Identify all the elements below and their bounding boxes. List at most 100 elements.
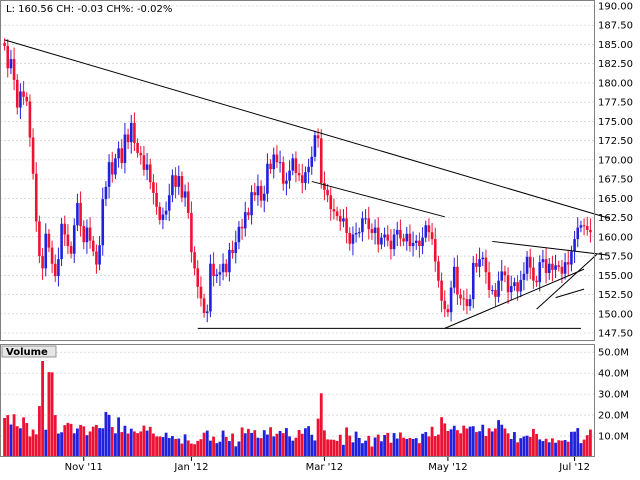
price-bar-body [570, 251, 573, 265]
volume-bar [551, 438, 554, 457]
volume-bar [104, 411, 108, 457]
volume-bar [418, 443, 421, 457]
price-bar-body [3, 42, 6, 47]
volume-bar [538, 439, 542, 457]
volume-bar [547, 442, 551, 457]
volume-bar [224, 436, 228, 457]
volume-bar [19, 428, 22, 457]
price-bar-body [399, 229, 402, 239]
price-tick-label: 177.50 [598, 98, 633, 109]
price-bar-body [421, 237, 424, 247]
price-bar-body [551, 263, 554, 270]
volume-bar [199, 439, 203, 457]
price-bar-body [174, 175, 177, 187]
volume-bar [462, 425, 466, 457]
price-bar-body [300, 175, 304, 183]
volume-bar [468, 426, 472, 457]
price-bar-body [566, 262, 570, 265]
price-bar-body [41, 256, 44, 269]
price-tick-label: 185.00 [598, 40, 633, 51]
volume-bar [338, 434, 342, 457]
volume-bar [519, 438, 523, 457]
price-bar-body [557, 265, 561, 267]
price-bar-body [120, 148, 124, 163]
volume-bar [79, 424, 82, 457]
price-bar-body [291, 158, 295, 171]
price-bar-body [449, 287, 453, 313]
price-bar-body [560, 266, 564, 274]
price-bar-body [376, 227, 380, 245]
volume-bar [6, 415, 10, 457]
price-bar-body [490, 289, 494, 291]
volume-bar [72, 433, 76, 457]
volume-bar [300, 433, 304, 457]
volume-bar [247, 428, 250, 457]
volume-bar [471, 426, 475, 457]
price-bar-body [364, 218, 367, 220]
price-bar-body [481, 257, 485, 260]
volume-bar [465, 428, 469, 457]
volume-bar [47, 372, 51, 457]
price-bar-body [338, 216, 342, 222]
volume-bar [101, 428, 105, 457]
price-bar-body [139, 152, 143, 156]
price-bar-body [433, 239, 437, 262]
volume-bar [193, 444, 196, 457]
volume-bar [98, 428, 101, 457]
price-bar-body [38, 221, 41, 257]
price-bar-body [519, 279, 523, 292]
volume-bar [155, 436, 158, 457]
price-bar-body [76, 202, 79, 226]
volume-bar [304, 428, 307, 457]
volume-bar [399, 432, 402, 457]
volume-bar [497, 420, 500, 457]
volume-bar [544, 438, 548, 457]
price-tick-label: 190.00 [598, 2, 633, 13]
volume-bar [139, 431, 143, 457]
volume-bar [133, 431, 136, 457]
volume-bar [250, 432, 253, 457]
volume-bar [541, 441, 545, 457]
price-bar-body [357, 232, 361, 234]
price-bar-body [234, 242, 238, 253]
volume-bar [171, 436, 174, 457]
x-axis: Nov '11 Jan '12 Mar '12 May '12 Jul '12 [65, 457, 590, 473]
volume-bar [63, 425, 67, 457]
price-bar-body [323, 182, 326, 190]
volume-bar [85, 435, 89, 457]
x-tick-label: May '12 [428, 462, 467, 473]
price-tick-label: 150.00 [598, 309, 633, 320]
price-bar-body [392, 234, 396, 250]
volume-tick-label: 40.0M [598, 369, 629, 380]
volume-bar [95, 424, 98, 457]
price-bar-body [386, 234, 390, 241]
price-bar-body [452, 266, 456, 288]
price-tick-label: 152.50 [598, 290, 633, 301]
price-bar-body [114, 158, 117, 175]
price-bar-body [589, 229, 592, 233]
volume-bar [190, 443, 193, 457]
price-bar-body [459, 294, 462, 299]
price-bar-body [19, 91, 22, 108]
price-bar-body [66, 234, 70, 247]
price-bar-body [228, 249, 231, 273]
volume-bar [310, 434, 314, 457]
price-bar-body [411, 242, 415, 247]
price-bar-body [367, 218, 371, 230]
volume-bar [452, 425, 456, 457]
volume-bar [443, 423, 447, 457]
volume-bar [123, 425, 127, 457]
volume-bar [532, 428, 535, 457]
volume-bar [484, 436, 488, 457]
volume-tick-label: 30.0M [598, 390, 629, 401]
price-bar-body [247, 212, 250, 216]
volume-bar [88, 431, 92, 457]
price-bar-body [297, 172, 301, 176]
x-tick-label: Jan '12 [173, 462, 208, 473]
price-panel-border [0, 0, 595, 341]
volume-bar [500, 424, 504, 457]
volume-bar [126, 433, 130, 457]
price-bar-body [262, 193, 266, 201]
price-bar-body [136, 142, 139, 153]
volume-bar [186, 440, 190, 457]
